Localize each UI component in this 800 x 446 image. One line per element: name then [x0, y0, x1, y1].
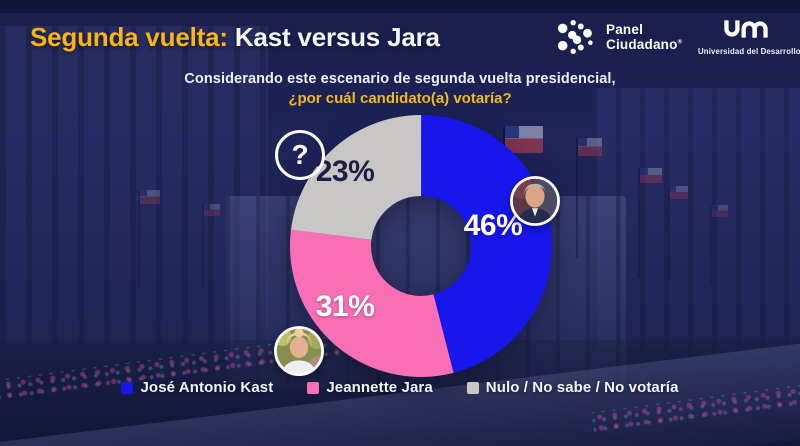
legend-label: Nulo / No sabe / No votaría	[485, 379, 679, 396]
chile-flag-icon	[710, 205, 728, 285]
chile-flag-icon	[138, 190, 160, 286]
page-title-rest: Kast versus Jara	[227, 22, 440, 52]
donut-label-nulo: 23%	[315, 155, 375, 188]
panel-ciudadano-wordmark: Panel Ciudadano®	[606, 22, 682, 52]
panel-ciudadano-dots-icon	[557, 20, 593, 54]
legend-item-nulo: Nulo / No sabe / No votaría	[466, 379, 679, 396]
udd-logo: Universidad del Desarrollo	[698, 18, 800, 56]
question-mark-glyph: ?	[291, 139, 309, 170]
registered-mark: ®	[677, 39, 683, 46]
legend-swatch	[307, 381, 320, 394]
panel-ciudadano-logo: Panel Ciudadano®	[556, 16, 682, 58]
chile-flag-icon	[668, 186, 688, 281]
donut-label-jara: 31%	[315, 290, 375, 323]
kast-avatar	[510, 176, 560, 226]
chart-legend: José Antonio Kast Jeannette Jara Nulo / …	[0, 379, 800, 396]
background-top-strip	[0, 0, 800, 13]
background-building-right	[592, 88, 800, 350]
page-title: Segunda vuelta: Kast versus Jara	[30, 22, 440, 53]
legend-swatch	[121, 381, 134, 394]
panel-word-1: Panel	[606, 21, 644, 37]
survey-question-line2: ¿por cuál candidato(a) votaría?	[288, 90, 512, 107]
jara-avatar	[274, 326, 324, 376]
page-title-highlight: Segunda vuelta:	[30, 22, 228, 52]
question-mark-icon: ?	[275, 130, 325, 180]
chile-flag-icon	[576, 138, 602, 258]
legend-label: José Antonio Kast	[140, 379, 274, 396]
udd-icon	[724, 20, 768, 38]
legend-item-kast: José Antonio Kast	[121, 379, 273, 396]
legend-label: Jeannette Jara	[326, 379, 433, 396]
donut-chart	[286, 111, 556, 381]
donut-label-kast: 46%	[463, 209, 523, 242]
survey-question-line1: Considerando este escenario de segunda v…	[184, 71, 616, 87]
legend-item-jara: Jeannette Jara	[307, 379, 433, 396]
udd-name: Universidad del Desarrollo	[698, 47, 800, 56]
chile-flag-icon	[638, 168, 662, 278]
chile-flag-icon	[202, 204, 220, 288]
panel-word-2: Ciudadano	[606, 37, 678, 52]
legend-swatch	[466, 381, 479, 394]
donut-svg	[290, 115, 552, 377]
survey-question: Considerando este escenario de segunda v…	[0, 71, 800, 107]
